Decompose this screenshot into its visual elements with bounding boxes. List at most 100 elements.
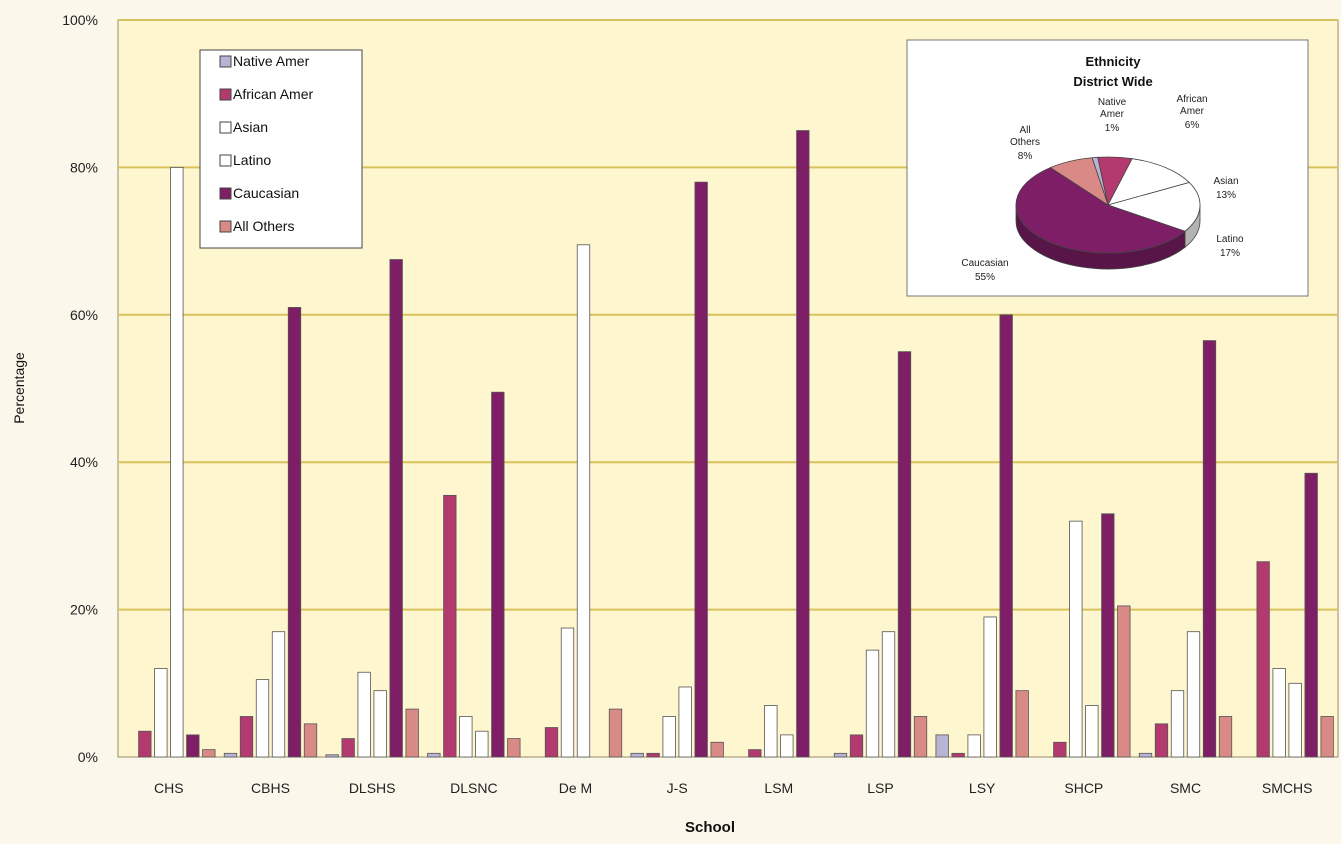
legend-swatch xyxy=(219,55,232,68)
legend-swatch xyxy=(219,88,232,101)
x-tick-label: LSY xyxy=(969,780,996,796)
pie-value-label: 17% xyxy=(1220,248,1240,259)
pie-label: Native xyxy=(1098,97,1127,108)
pie-label: African xyxy=(1176,94,1207,105)
bar xyxy=(935,734,949,758)
y-axis-label: Percentage xyxy=(11,352,27,424)
legend-swatch xyxy=(219,121,232,134)
bar xyxy=(560,627,575,758)
x-tick-label: J-S xyxy=(667,780,688,796)
pie-slice xyxy=(1107,158,1191,206)
pie-slice xyxy=(1106,182,1201,232)
bar xyxy=(186,734,200,758)
bar xyxy=(1186,631,1201,758)
pie-slice xyxy=(1049,157,1109,206)
bar xyxy=(951,752,965,758)
pie-label: Asian xyxy=(1213,176,1238,187)
bar xyxy=(999,314,1013,758)
pie-label: Amer xyxy=(1100,109,1125,120)
legend-label: All Others xyxy=(233,218,294,234)
x-tick-label: SMCHS xyxy=(1262,780,1313,796)
bar xyxy=(255,679,270,758)
x-axis-label: School xyxy=(685,819,735,836)
bar xyxy=(983,616,997,758)
y-tick-label: 100% xyxy=(62,12,98,28)
pie-value-label: 6% xyxy=(1185,120,1200,131)
bar xyxy=(646,752,660,758)
bar xyxy=(849,734,864,758)
bar xyxy=(748,749,762,758)
bar xyxy=(1053,741,1067,758)
y-tick-label: 20% xyxy=(70,602,98,618)
pie-slice xyxy=(1015,167,1186,254)
bar xyxy=(405,708,419,758)
bar xyxy=(1138,752,1153,758)
pie-label: Latino xyxy=(1216,234,1244,245)
pie-label: Amer xyxy=(1180,106,1205,117)
bar xyxy=(287,307,302,758)
legend-swatch xyxy=(219,187,232,200)
bar xyxy=(967,734,981,758)
bar xyxy=(1218,716,1233,758)
bar xyxy=(373,690,387,758)
y-tick-label: 40% xyxy=(70,454,98,470)
bar xyxy=(507,738,521,758)
pie-title: Ethnicity xyxy=(1086,54,1142,69)
bar xyxy=(491,391,505,758)
x-tick-label: LSP xyxy=(867,780,893,796)
x-tick-label: CBHS xyxy=(251,780,290,796)
bar xyxy=(897,351,912,758)
bar xyxy=(1015,690,1029,758)
bar xyxy=(1272,668,1286,758)
legend-swatch xyxy=(219,154,232,167)
bar xyxy=(608,708,623,758)
x-tick-label: SMC xyxy=(1170,780,1201,796)
pie-subtitle: District Wide xyxy=(1073,74,1152,89)
bar xyxy=(796,130,810,758)
pie-value-label: 55% xyxy=(975,272,995,283)
bar xyxy=(443,494,457,758)
bar xyxy=(764,705,778,758)
x-tick-label: DLSHS xyxy=(349,780,396,796)
bar xyxy=(1170,690,1185,758)
bar xyxy=(223,752,238,758)
bar xyxy=(239,716,254,758)
bar xyxy=(1202,340,1217,758)
x-tick-label: CHS xyxy=(154,780,184,796)
legend-swatch xyxy=(219,220,232,233)
pie-label: All xyxy=(1019,125,1030,136)
bar xyxy=(303,723,318,758)
pie-label: Others xyxy=(1010,137,1040,148)
y-tick-label: 60% xyxy=(70,307,98,323)
bar xyxy=(154,668,168,758)
legend-label: Latino xyxy=(233,152,271,168)
bar xyxy=(389,259,403,758)
x-tick-label: DLSNC xyxy=(450,780,497,796)
x-tick-label: SHCP xyxy=(1064,780,1103,796)
x-tick-label: LSM xyxy=(764,780,793,796)
bar xyxy=(271,631,286,758)
pie-value-label: 1% xyxy=(1105,123,1120,134)
bar xyxy=(1320,716,1334,758)
bar xyxy=(475,730,489,758)
bar xyxy=(1085,705,1099,758)
bar xyxy=(881,631,896,758)
legend-label: Caucasian xyxy=(233,185,299,201)
bar xyxy=(427,752,441,758)
legend-label: Native Amer xyxy=(233,53,310,69)
x-tick-label: De M xyxy=(559,780,592,796)
y-tick-label: 0% xyxy=(78,749,98,765)
bar xyxy=(678,686,692,758)
bar xyxy=(694,181,708,758)
legend-label: African Amer xyxy=(233,86,313,102)
bar xyxy=(325,754,339,758)
y-tick-label: 80% xyxy=(70,159,98,175)
bar xyxy=(1304,472,1318,758)
bar xyxy=(1154,723,1169,758)
bar xyxy=(780,734,794,758)
pie-value-label: 13% xyxy=(1216,190,1236,201)
bar xyxy=(630,752,644,758)
bar xyxy=(138,730,152,758)
